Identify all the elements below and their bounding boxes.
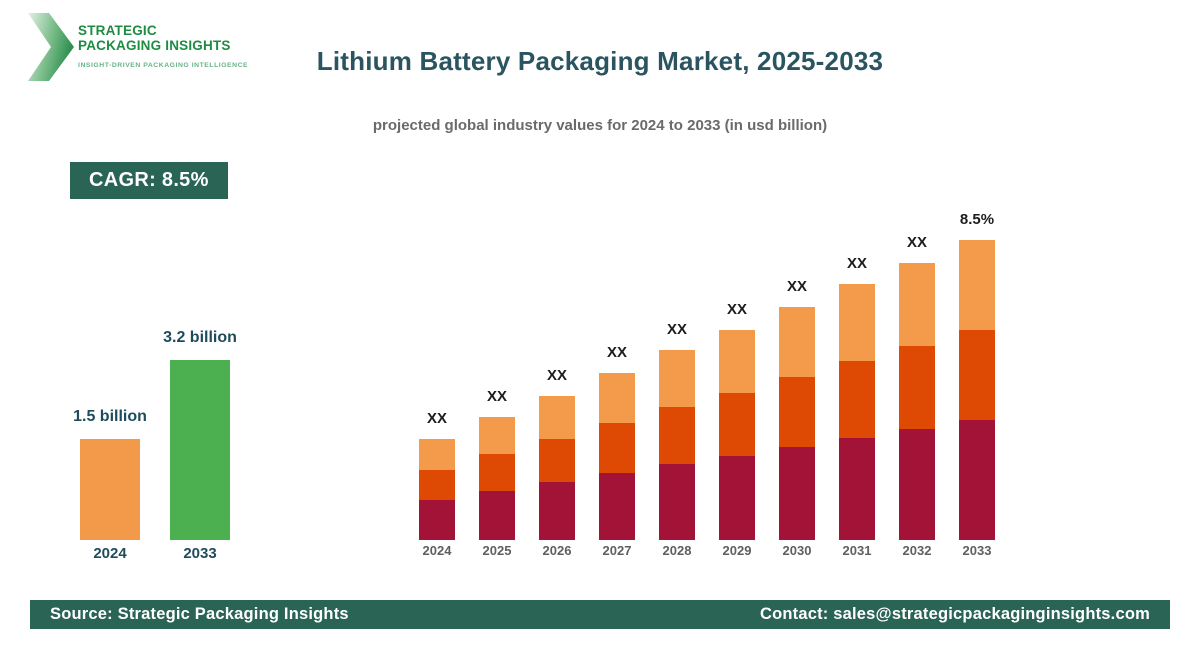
bar-year-label: 2026	[542, 543, 572, 558]
bar-segment-bottom	[419, 500, 455, 540]
bar-segment-top	[899, 263, 935, 346]
mini-bar	[80, 439, 140, 540]
chevron-icon	[28, 13, 74, 81]
bar-year-label: 2032	[902, 543, 932, 558]
bar-column: XX 2031	[839, 255, 875, 557]
bar-year-label: 2030	[782, 543, 812, 558]
logo-tagline: INSIGHT-DRIVEN PACKAGING INTELLIGENCE	[78, 62, 249, 69]
logo-text: STRATEGIC PACKAGING INSIGHTS INSIGHT-DRI…	[78, 13, 248, 81]
bar-segment-top	[659, 350, 695, 407]
bar-column: XX 2026	[539, 367, 575, 557]
bar-segment-bottom	[779, 447, 815, 540]
bar-column: XX 2027	[599, 344, 635, 557]
bar-column: XX 2024	[419, 410, 455, 557]
bar-segment-bottom	[659, 464, 695, 540]
bar-top-label: XX	[666, 321, 687, 338]
bar-year-label: 2024	[422, 543, 452, 558]
bar-top-label: XX	[426, 410, 447, 427]
bar-top-label: XX	[906, 234, 927, 251]
bar-segment-top	[479, 417, 515, 454]
bar-segment-bottom	[719, 456, 755, 540]
bar-segment-middle	[839, 361, 875, 438]
bar-top-label: XX	[546, 367, 567, 384]
mini-bar-year-label: 2033	[183, 545, 217, 562]
bar-segment-middle	[719, 393, 755, 456]
bar-segment-top	[839, 284, 875, 361]
mini-bar-value-label: 3.2 billion	[163, 329, 237, 346]
logo-name-line2: PACKAGING INSIGHTS	[78, 38, 231, 53]
bar-segment-middle	[959, 330, 995, 420]
bar-segment-bottom	[599, 473, 635, 540]
page-title: Lithium Battery Packaging Market, 2025-2…	[316, 46, 884, 76]
bar-segment-middle	[419, 470, 455, 500]
bar-segment-middle	[479, 454, 515, 491]
bar-segment-middle	[899, 346, 935, 429]
footer-bar: Source: Strategic Packaging Insights Con…	[30, 600, 1170, 629]
main-stacked-chart: XX 2024 XX 2025 XX 2026 XX 2027 XX 2028 XX 2029 XX 20…	[419, 211, 995, 557]
page-subtitle: projected global industry values for 202…	[372, 117, 828, 134]
bar-year-label: 2031	[842, 543, 872, 558]
bar-segment-bottom	[539, 482, 575, 540]
bar-column: XX 2029	[719, 301, 755, 557]
bar-segment-top	[599, 373, 635, 423]
bar-segment-top	[539, 396, 575, 439]
bar-segment-top	[959, 240, 995, 330]
logo-name-line1: STRATEGIC	[78, 23, 157, 38]
bar-segment-bottom	[899, 429, 935, 540]
bar-column: 8.5% 2033	[959, 211, 995, 557]
mini-bar-column: 1.5 billion 2024	[73, 408, 147, 562]
bar-top-label: 8.5%	[959, 211, 995, 228]
bar-top-label: XX	[606, 344, 627, 361]
bar-segment-top	[779, 307, 815, 377]
bar-year-label: 2029	[722, 543, 752, 558]
logo: STRATEGIC PACKAGING INSIGHTS INSIGHT-DRI…	[28, 13, 248, 81]
bar-segment-middle	[779, 377, 815, 447]
bar-column: XX 2025	[479, 388, 515, 557]
bar-segment-bottom	[479, 491, 515, 540]
bar-segment-bottom	[959, 420, 995, 540]
mini-bar-year-label: 2024	[93, 545, 127, 562]
mini-bar-column: 3.2 billion 2033	[163, 329, 237, 562]
cagr-badge: CAGR: 8.5%	[70, 162, 228, 199]
mini-bar	[170, 360, 230, 540]
bar-column: XX 2028	[659, 321, 695, 557]
contact-text: Contact: sales@strategicpackaginginsight…	[759, 605, 1150, 623]
bar-segment-middle	[659, 407, 695, 464]
bar-segment-bottom	[839, 438, 875, 540]
source-text: Source: Strategic Packaging Insights	[50, 605, 349, 623]
bar-year-label: 2028	[662, 543, 692, 558]
bar-column: XX 2030	[779, 278, 815, 557]
bar-segment-top	[419, 439, 455, 470]
bar-segment-top	[719, 330, 755, 393]
bar-segment-middle	[599, 423, 635, 473]
bar-top-label: XX	[486, 388, 507, 405]
bar-top-label: XX	[726, 301, 747, 318]
bar-top-label: XX	[846, 255, 867, 272]
bar-column: XX 2032	[899, 234, 935, 557]
bar-year-label: 2033	[962, 543, 992, 558]
bar-top-label: XX	[786, 278, 807, 295]
bar-year-label: 2025	[482, 543, 512, 558]
bar-segment-middle	[539, 439, 575, 482]
bar-year-label: 2027	[602, 543, 632, 558]
mini-comparison-chart: 1.5 billion 2024 3.2 billion 2033	[73, 329, 237, 562]
mini-bar-value-label: 1.5 billion	[73, 408, 147, 425]
